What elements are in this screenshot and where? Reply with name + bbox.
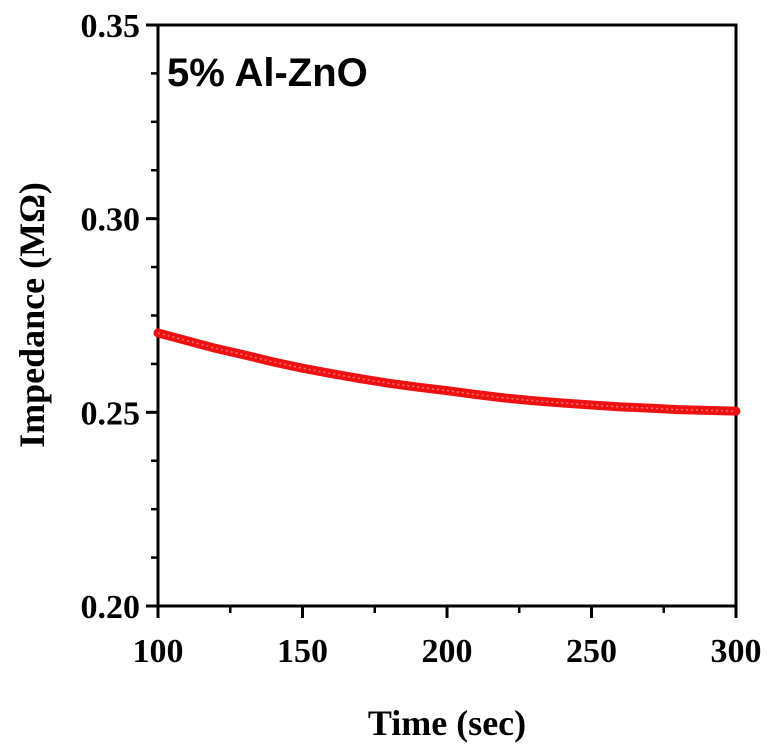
x-tick-label: 250 [566, 633, 617, 670]
series-line [153, 328, 741, 416]
x-tick-label: 300 [711, 633, 762, 670]
y-tick-label: 0.35 [81, 8, 141, 45]
y-axis-title: Impedance (MΩ) [12, 182, 52, 448]
plot-frame [156, 23, 738, 608]
y-tick-label: 0.30 [81, 202, 141, 239]
y-tick-label: 0.25 [81, 395, 141, 432]
series-line-highlight [157, 332, 737, 412]
x-tick-label: 150 [277, 633, 328, 670]
x-axis-title: Time (sec) [368, 703, 526, 743]
x-tick-label: 100 [133, 633, 184, 670]
chart-annotation: 5% Al-ZnO [167, 51, 368, 95]
x-tick-label: 200 [422, 633, 473, 670]
y-tick-label: 0.20 [81, 589, 141, 626]
